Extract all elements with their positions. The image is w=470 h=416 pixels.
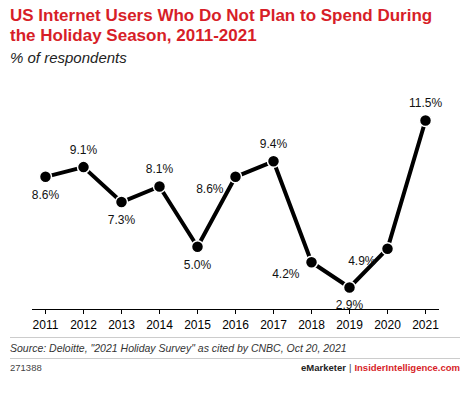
svg-text:8.6%: 8.6%	[196, 182, 224, 196]
svg-text:2012: 2012	[70, 318, 97, 332]
svg-text:2015: 2015	[184, 318, 211, 332]
svg-text:2016: 2016	[222, 318, 249, 332]
svg-text:2020: 2020	[374, 318, 401, 332]
svg-text:9.1%: 9.1%	[70, 143, 98, 157]
svg-text:2018: 2018	[298, 318, 325, 332]
html-text:271388: 271388	[10, 362, 42, 373]
svg-text:11.5%: 11.5%	[409, 96, 442, 110]
svg-text:7.3%: 7.3%	[108, 213, 136, 227]
svg-text:2019: 2019	[336, 318, 363, 332]
svg-text:2013: 2013	[108, 318, 135, 332]
svg-text:2.9%: 2.9%	[336, 298, 364, 312]
html-text:% of respondents: % of respondents	[10, 49, 127, 66]
svg-text:4.9%: 4.9%	[348, 254, 376, 268]
svg-text:4.2%: 4.2%	[272, 267, 300, 281]
svg-text:2014: 2014	[146, 318, 173, 332]
html-text:eMarketer | InsiderIntelligenc: eMarketer | InsiderIntelligence.com	[301, 362, 460, 373]
svg-text:2017: 2017	[260, 318, 287, 332]
html-text:Source: Deloitte, "2021 Holida: Source: Deloitte, "2021 Holiday Survey" …	[10, 342, 347, 354]
svg-text:5.0%: 5.0%	[184, 258, 212, 272]
svg-text:9.4%: 9.4%	[260, 137, 288, 151]
svg-text:8.6%: 8.6%	[32, 188, 60, 202]
svg-text:8.1%: 8.1%	[146, 162, 174, 176]
html-text:US Internet Users Who Do Not P: US Internet Users Who Do Not Plan to Spe…	[10, 6, 433, 45]
svg-text:2011: 2011	[33, 318, 59, 332]
svg-text:2021: 2021	[412, 318, 439, 332]
